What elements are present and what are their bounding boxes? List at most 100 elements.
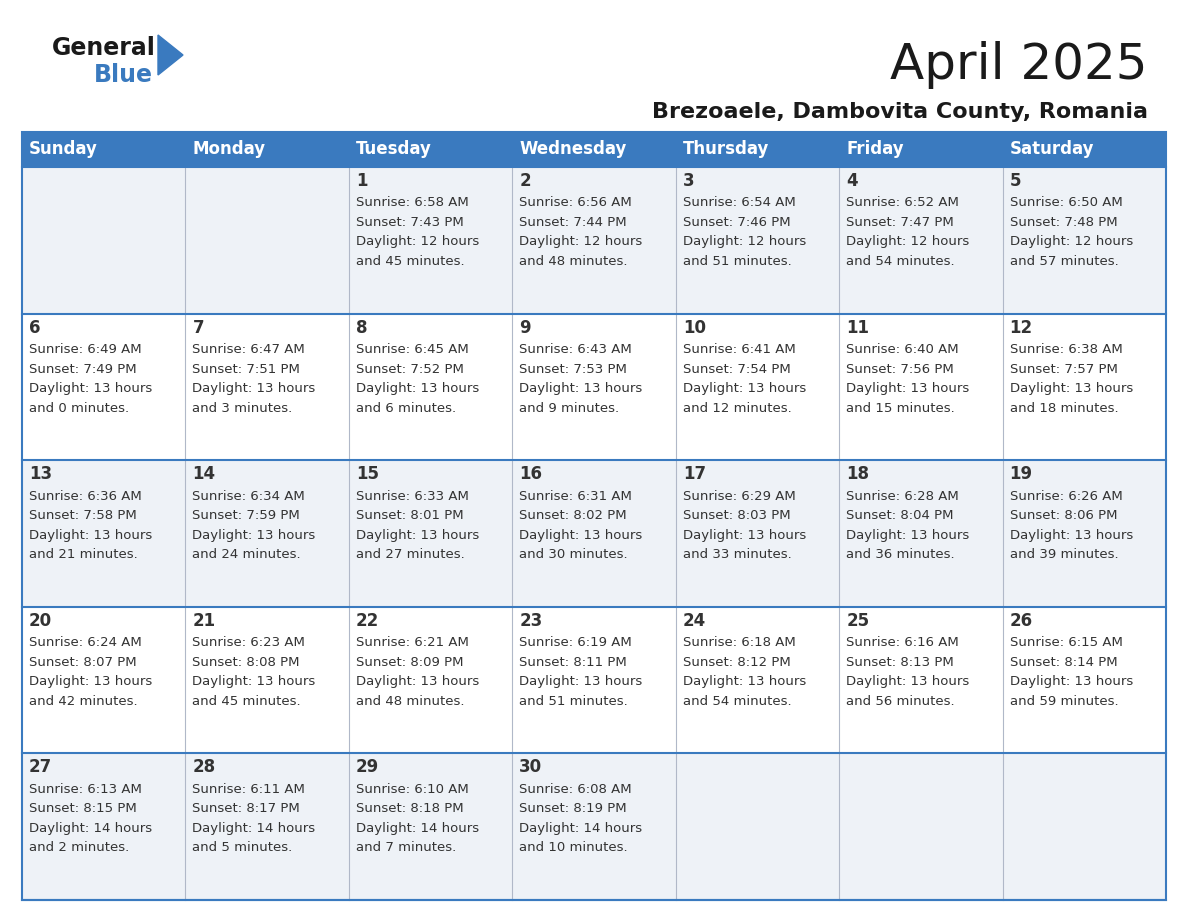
Text: 12: 12: [1010, 319, 1032, 337]
Text: Sunset: 7:53 PM: Sunset: 7:53 PM: [519, 363, 627, 375]
Text: 2: 2: [519, 172, 531, 190]
Text: Sunset: 7:49 PM: Sunset: 7:49 PM: [29, 363, 137, 375]
Text: and 15 minutes.: and 15 minutes.: [846, 401, 955, 415]
Text: and 54 minutes.: and 54 minutes.: [683, 695, 791, 708]
Text: Sunset: 8:19 PM: Sunset: 8:19 PM: [519, 802, 627, 815]
Bar: [676, 132, 839, 167]
Text: Sunset: 7:43 PM: Sunset: 7:43 PM: [356, 216, 463, 229]
Text: 22: 22: [356, 611, 379, 630]
Text: 17: 17: [683, 465, 706, 483]
Text: Daylight: 14 hours: Daylight: 14 hours: [356, 822, 479, 834]
Text: and 12 minutes.: and 12 minutes.: [683, 401, 791, 415]
Text: Sunrise: 6:10 AM: Sunrise: 6:10 AM: [356, 783, 468, 796]
Text: Daylight: 13 hours: Daylight: 13 hours: [29, 382, 152, 395]
Text: Sunrise: 6:08 AM: Sunrise: 6:08 AM: [519, 783, 632, 796]
Text: Sunset: 8:04 PM: Sunset: 8:04 PM: [846, 509, 954, 522]
Text: Sunset: 7:56 PM: Sunset: 7:56 PM: [846, 363, 954, 375]
Text: 23: 23: [519, 611, 543, 630]
Text: 25: 25: [846, 611, 870, 630]
Text: Sunrise: 6:41 AM: Sunrise: 6:41 AM: [683, 343, 796, 356]
Text: Sunrise: 6:58 AM: Sunrise: 6:58 AM: [356, 196, 468, 209]
Bar: [23, 607, 1165, 754]
Text: Sunrise: 6:33 AM: Sunrise: 6:33 AM: [356, 489, 469, 503]
Text: 14: 14: [192, 465, 215, 483]
Bar: [1003, 132, 1165, 167]
Text: and 33 minutes.: and 33 minutes.: [683, 548, 791, 561]
Text: Sunrise: 6:23 AM: Sunrise: 6:23 AM: [192, 636, 305, 649]
Text: Sunrise: 6:15 AM: Sunrise: 6:15 AM: [1010, 636, 1123, 649]
Text: 29: 29: [356, 758, 379, 777]
Text: Daylight: 13 hours: Daylight: 13 hours: [192, 529, 316, 542]
Text: Daylight: 13 hours: Daylight: 13 hours: [846, 382, 969, 395]
Text: 28: 28: [192, 758, 215, 777]
Text: and 48 minutes.: and 48 minutes.: [519, 255, 627, 268]
Text: 24: 24: [683, 611, 706, 630]
Text: and 45 minutes.: and 45 minutes.: [192, 695, 301, 708]
Bar: [23, 754, 1165, 900]
Text: Sunset: 8:01 PM: Sunset: 8:01 PM: [356, 509, 463, 522]
Text: Sunset: 8:11 PM: Sunset: 8:11 PM: [519, 655, 627, 669]
Text: Sunrise: 6:47 AM: Sunrise: 6:47 AM: [192, 343, 305, 356]
Text: 13: 13: [29, 465, 52, 483]
Text: 15: 15: [356, 465, 379, 483]
Text: 18: 18: [846, 465, 870, 483]
Text: Sunset: 8:09 PM: Sunset: 8:09 PM: [356, 655, 463, 669]
Text: Sunrise: 6:18 AM: Sunrise: 6:18 AM: [683, 636, 796, 649]
Text: Daylight: 13 hours: Daylight: 13 hours: [519, 529, 643, 542]
Text: Sunset: 8:18 PM: Sunset: 8:18 PM: [356, 802, 463, 815]
Text: and 42 minutes.: and 42 minutes.: [29, 695, 138, 708]
Text: and 2 minutes.: and 2 minutes.: [29, 842, 129, 855]
Text: Sunday: Sunday: [29, 140, 97, 159]
Text: 6: 6: [29, 319, 40, 337]
Text: Daylight: 12 hours: Daylight: 12 hours: [519, 236, 643, 249]
Text: Sunrise: 6:40 AM: Sunrise: 6:40 AM: [846, 343, 959, 356]
Text: 16: 16: [519, 465, 542, 483]
Text: 10: 10: [683, 319, 706, 337]
Text: Sunrise: 6:52 AM: Sunrise: 6:52 AM: [846, 196, 959, 209]
Text: Sunrise: 6:56 AM: Sunrise: 6:56 AM: [519, 196, 632, 209]
Text: Sunset: 8:03 PM: Sunset: 8:03 PM: [683, 509, 790, 522]
Text: Sunset: 8:12 PM: Sunset: 8:12 PM: [683, 655, 790, 669]
Text: and 51 minutes.: and 51 minutes.: [683, 255, 791, 268]
Text: Daylight: 14 hours: Daylight: 14 hours: [192, 822, 316, 834]
Text: Sunset: 8:06 PM: Sunset: 8:06 PM: [1010, 509, 1117, 522]
Text: Sunset: 8:13 PM: Sunset: 8:13 PM: [846, 655, 954, 669]
Text: Monday: Monday: [192, 140, 266, 159]
Text: Sunrise: 6:49 AM: Sunrise: 6:49 AM: [29, 343, 141, 356]
Text: and 24 minutes.: and 24 minutes.: [192, 548, 301, 561]
Text: Daylight: 13 hours: Daylight: 13 hours: [192, 382, 316, 395]
Text: Daylight: 13 hours: Daylight: 13 hours: [1010, 382, 1133, 395]
Text: Daylight: 13 hours: Daylight: 13 hours: [519, 676, 643, 688]
Text: April 2025: April 2025: [891, 41, 1148, 89]
Text: Sunset: 8:14 PM: Sunset: 8:14 PM: [1010, 655, 1117, 669]
Text: and 57 minutes.: and 57 minutes.: [1010, 255, 1118, 268]
Text: Sunrise: 6:28 AM: Sunrise: 6:28 AM: [846, 489, 959, 503]
Text: 11: 11: [846, 319, 870, 337]
Text: and 36 minutes.: and 36 minutes.: [846, 548, 955, 561]
Bar: [349, 132, 512, 167]
Text: 21: 21: [192, 611, 215, 630]
Text: and 6 minutes.: and 6 minutes.: [356, 401, 456, 415]
Text: 20: 20: [29, 611, 52, 630]
Text: 26: 26: [1010, 611, 1032, 630]
Text: Sunrise: 6:38 AM: Sunrise: 6:38 AM: [1010, 343, 1123, 356]
Text: Sunset: 8:15 PM: Sunset: 8:15 PM: [29, 802, 137, 815]
Text: Sunrise: 6:29 AM: Sunrise: 6:29 AM: [683, 489, 796, 503]
Text: 9: 9: [519, 319, 531, 337]
Text: and 54 minutes.: and 54 minutes.: [846, 255, 955, 268]
Text: and 0 minutes.: and 0 minutes.: [29, 401, 129, 415]
Text: Sunrise: 6:24 AM: Sunrise: 6:24 AM: [29, 636, 141, 649]
Text: Daylight: 13 hours: Daylight: 13 hours: [846, 676, 969, 688]
Text: Sunrise: 6:11 AM: Sunrise: 6:11 AM: [192, 783, 305, 796]
Text: Daylight: 13 hours: Daylight: 13 hours: [192, 676, 316, 688]
Text: 19: 19: [1010, 465, 1032, 483]
Text: Sunset: 7:44 PM: Sunset: 7:44 PM: [519, 216, 627, 229]
Text: Sunrise: 6:50 AM: Sunrise: 6:50 AM: [1010, 196, 1123, 209]
Text: Sunset: 8:17 PM: Sunset: 8:17 PM: [192, 802, 301, 815]
Text: Tuesday: Tuesday: [356, 140, 431, 159]
Text: 30: 30: [519, 758, 543, 777]
Text: Saturday: Saturday: [1010, 140, 1094, 159]
Text: Daylight: 13 hours: Daylight: 13 hours: [1010, 676, 1133, 688]
Text: Brezoaele, Dambovita County, Romania: Brezoaele, Dambovita County, Romania: [652, 102, 1148, 122]
Text: and 18 minutes.: and 18 minutes.: [1010, 401, 1118, 415]
